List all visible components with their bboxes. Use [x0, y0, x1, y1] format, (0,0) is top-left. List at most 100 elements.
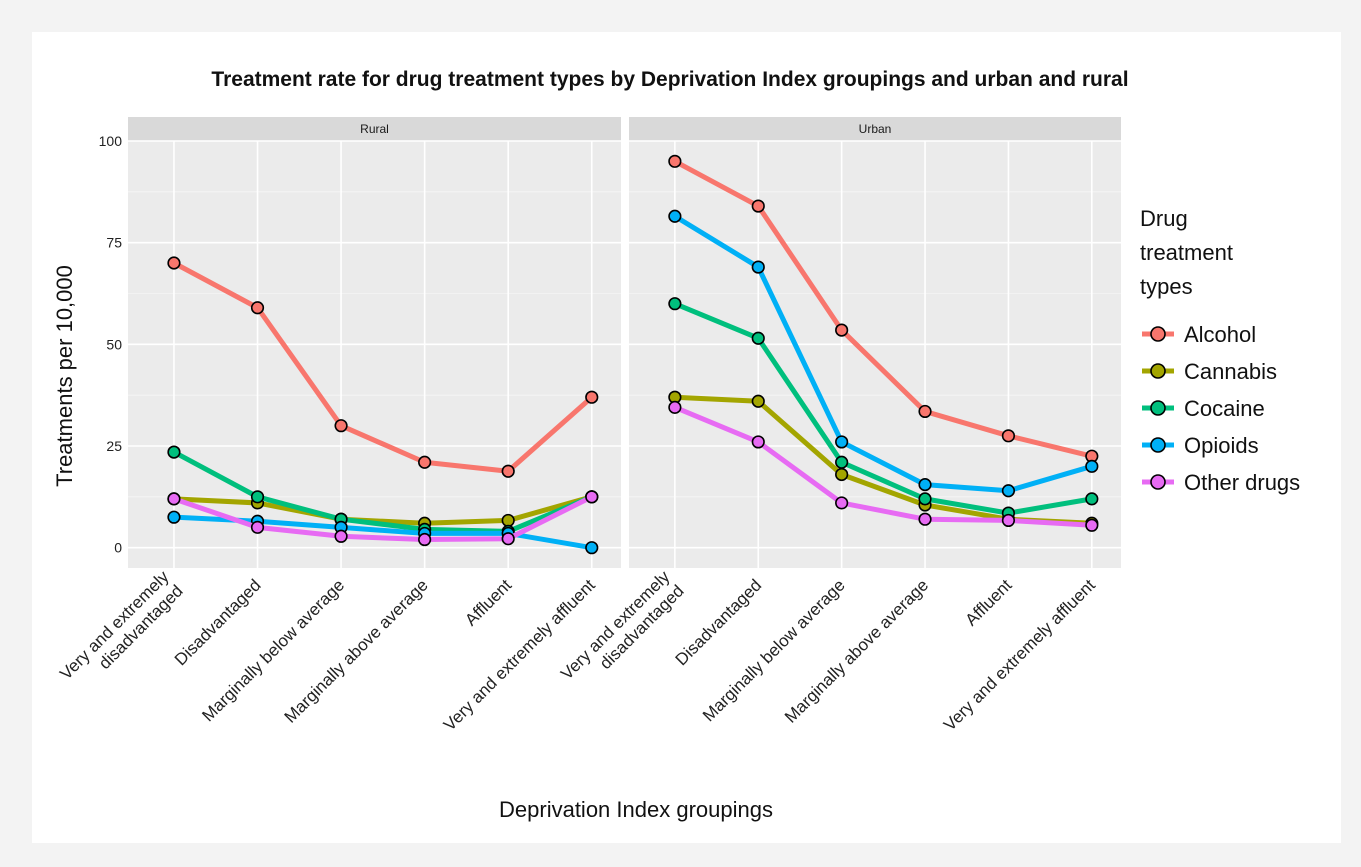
data-point-opioids	[1085, 459, 1099, 473]
data-point-opioids	[751, 260, 765, 274]
legend-key-point	[1150, 363, 1166, 379]
x-tick-line: Disadvantaged	[171, 576, 265, 670]
data-point-opioids	[668, 209, 682, 223]
series-line-cocaine	[171, 449, 595, 534]
chart-title: Treatment rate for drug treatment types …	[211, 68, 1128, 91]
y-axis-label: Treatments per 10,000	[52, 265, 77, 487]
x-tick-text: Marginally below average	[198, 576, 348, 726]
panel-strip-label: Urban	[859, 122, 892, 136]
x-tick-line: Disadvantaged	[672, 576, 766, 670]
legend: Drug treatment types Alcohol Cannabis Cocaine…	[1140, 206, 1300, 495]
legend-title: Drug	[1140, 206, 1188, 231]
x-tick-label: Marginally below average	[699, 576, 849, 726]
panel-strip	[128, 117, 621, 141]
data-point-alcohol	[334, 419, 348, 433]
x-tick-text: Affluent	[962, 575, 1016, 629]
x-tick-text: Marginally below average	[699, 576, 849, 726]
x-tick-label: Very and extremelydisadvantaged	[56, 567, 187, 698]
series-line-other-drugs	[171, 494, 595, 543]
data-point-alcohol	[668, 154, 682, 168]
series-line-opioids	[672, 213, 1095, 494]
y-tick-label: 100	[99, 133, 123, 149]
x-tick-text: Affluent	[461, 575, 515, 629]
series-other-drugs	[167, 490, 599, 547]
data-point-alcohol	[918, 404, 932, 419]
data-point-alcohol	[501, 464, 515, 478]
data-point-other-drugs	[751, 435, 765, 449]
x-tick-label: Disadvantaged	[171, 576, 265, 670]
y-tick-label: 75	[106, 235, 122, 251]
x-tick-line: Marginally below average	[198, 576, 348, 726]
data-point-cocaine	[835, 455, 849, 469]
legend-key-point	[1150, 400, 1166, 416]
x-tick-line: Affluent	[461, 575, 515, 629]
data-point-alcohol	[835, 323, 849, 337]
data-point-other-drugs	[1085, 518, 1099, 532]
panels-group: Rural 0 25 50 75 100 Very and extremelydisadva…	[56, 117, 1121, 735]
data-point-other-drugs	[668, 400, 682, 414]
legend-label: Opioids	[1184, 433, 1259, 458]
data-point-cocaine	[250, 490, 265, 504]
data-point-opioids	[1001, 484, 1016, 498]
series-alcohol	[167, 256, 599, 478]
data-point-cocaine	[668, 297, 682, 311]
series-line-alcohol	[672, 158, 1095, 459]
data-point-cannabis	[835, 467, 849, 482]
legend-key-point	[1150, 326, 1166, 342]
x-tick-line: Marginally above average	[281, 576, 432, 727]
data-point-other-drugs	[418, 532, 432, 547]
data-point-other-drugs	[835, 496, 849, 510]
data-point-alcohol	[585, 390, 599, 404]
legend-key-point	[1150, 437, 1166, 453]
data-point-alcohol	[418, 455, 432, 469]
series-opioids	[668, 209, 1099, 498]
chart-card: Treatment rate for drug treatment types …	[32, 32, 1341, 843]
x-tick-label: Very and extremely affluent	[940, 575, 1099, 734]
x-tick-text: Marginally above average	[781, 576, 932, 727]
data-point-opioids	[835, 435, 849, 449]
series-cocaine	[668, 297, 1099, 520]
legend-label: Cannabis	[1184, 359, 1277, 384]
y-tick-label: 25	[106, 438, 122, 454]
legend-item-cannabis: Cannabis	[1142, 359, 1277, 384]
x-axis-label: Deprivation Index groupings	[499, 797, 773, 822]
panel-strip-label: Rural	[360, 122, 389, 136]
data-point-cannabis	[501, 513, 515, 528]
series-line-cannabis	[171, 494, 595, 526]
data-point-other-drugs	[334, 529, 348, 543]
legend-item-opioids: Opioids	[1142, 433, 1259, 458]
x-tick-text: Disadvantaged	[171, 576, 265, 670]
x-tick-text: Very and extremely affluent	[940, 575, 1099, 734]
x-tick-line: Affluent	[962, 575, 1016, 629]
data-point-cocaine	[1085, 492, 1099, 506]
panel-strip	[629, 117, 1121, 141]
data-point-other-drugs	[167, 492, 181, 506]
legend-item-alcohol: Alcohol	[1142, 322, 1256, 347]
y-tick-label: 50	[106, 336, 122, 352]
x-tick-line: Marginally above average	[781, 576, 932, 727]
data-point-alcohol	[167, 256, 181, 270]
data-point-cocaine	[918, 492, 932, 506]
y-tick-label: 0	[114, 540, 122, 556]
data-point-cocaine	[751, 331, 765, 345]
x-tick-label: Marginally above average	[281, 576, 432, 727]
x-tick-label: Disadvantaged	[672, 576, 766, 670]
x-tick-label: Affluent	[962, 575, 1016, 629]
data-point-other-drugs	[250, 520, 265, 534]
x-tick-label: Affluent	[461, 575, 515, 629]
data-point-alcohol	[1001, 429, 1016, 443]
chart-svg: Treatment rate for drug treatment types …	[52, 68, 1300, 822]
x-tick-line: Marginally below average	[699, 576, 849, 726]
legend-title: types	[1140, 274, 1193, 299]
x-tick-label: Marginally above average	[781, 576, 932, 727]
x-tick-text: Very and extremelydisadvantaged	[56, 567, 187, 698]
data-point-opioids	[585, 541, 599, 555]
data-point-opioids	[918, 478, 932, 492]
data-point-alcohol	[751, 199, 765, 213]
series-alcohol	[668, 154, 1099, 463]
x-tick-text: Marginally above average	[281, 576, 432, 727]
legend-label: Cocaine	[1184, 396, 1265, 421]
x-tick-label: Marginally below average	[198, 576, 348, 726]
series-other-drugs	[668, 400, 1099, 532]
